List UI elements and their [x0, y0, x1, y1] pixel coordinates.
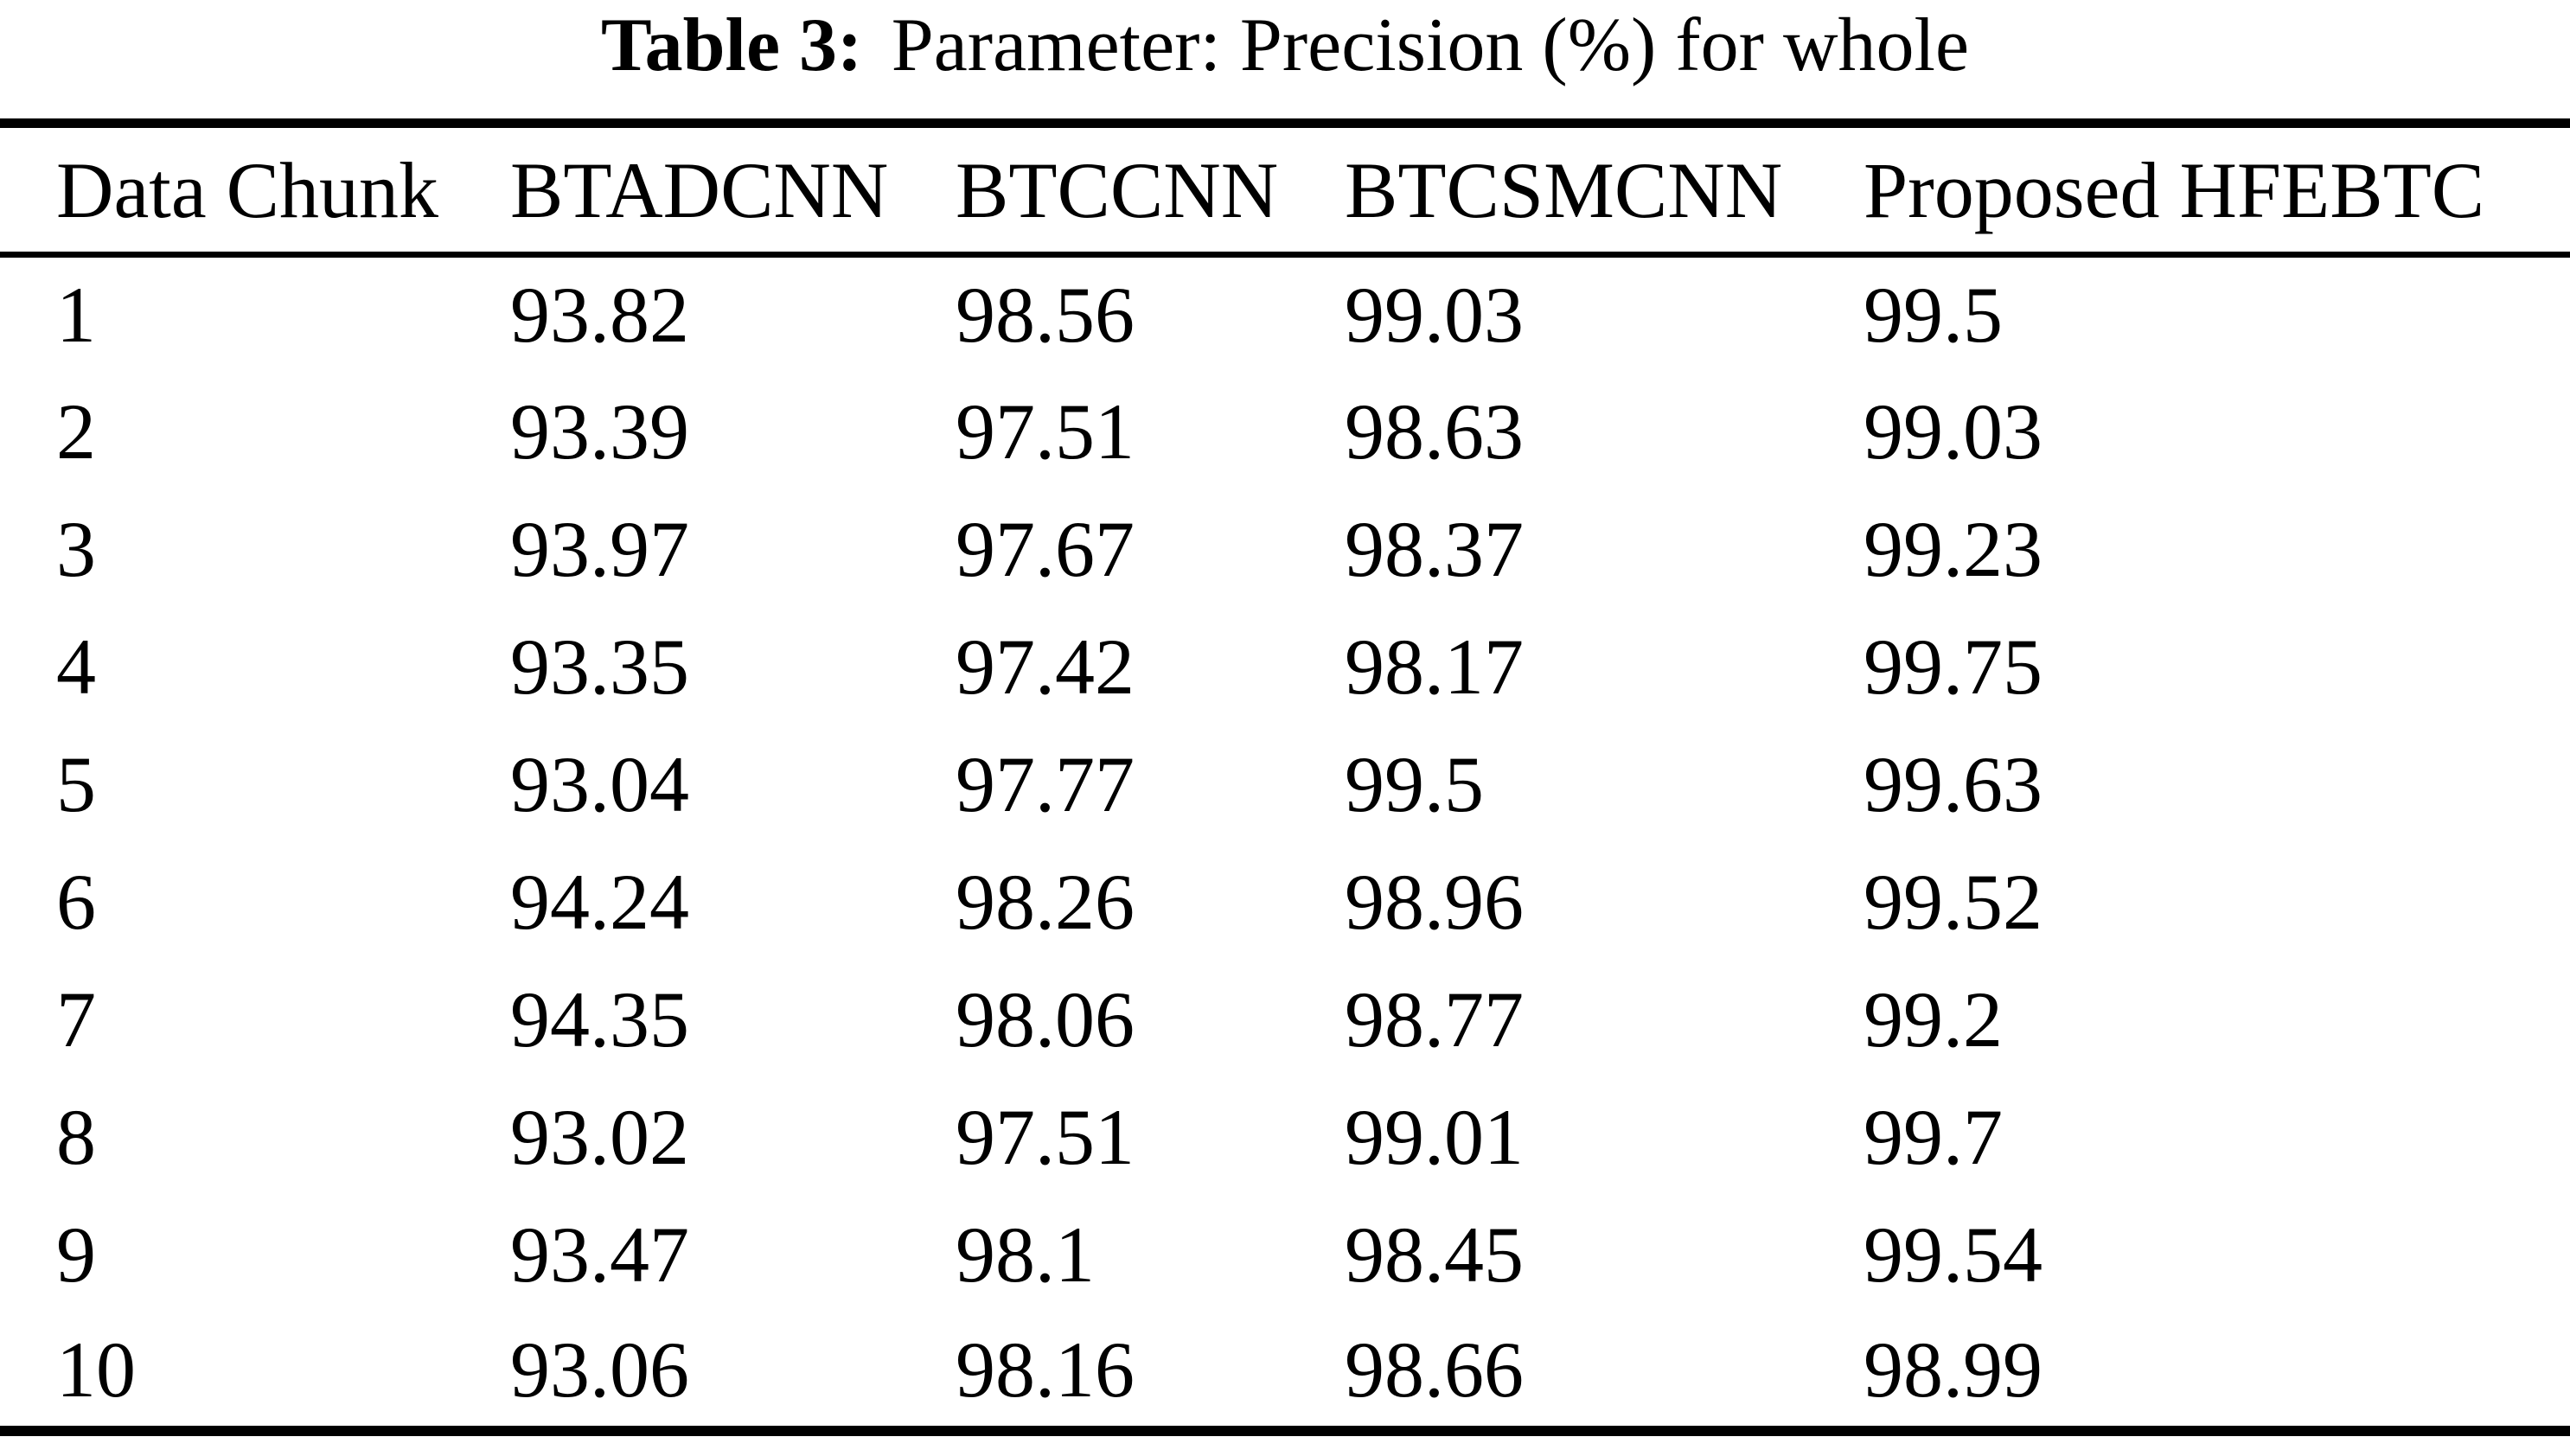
data-chunk-cell: 8 [56, 1092, 96, 1181]
precision-value-cell: 93.02 [510, 1092, 689, 1181]
precision-value-cell: 99.03 [1864, 386, 2043, 476]
table-row: 9 93.47 98.1 98.45 99.54 [0, 1196, 2570, 1313]
precision-value-cell: 99.52 [1864, 857, 2043, 946]
precision-value-cell: 98.1 [956, 1210, 1095, 1299]
precision-value-cell: 98.77 [1345, 974, 1524, 1063]
precision-value-cell: 93.06 [510, 1325, 689, 1414]
precision-value-cell: 98.17 [1345, 622, 1524, 711]
precision-value-cell: 93.47 [510, 1210, 689, 1299]
table-caption-text: Parameter: Precision (%) for whole [891, 3, 1970, 87]
precision-value-cell: 94.24 [510, 857, 689, 946]
precision-value-cell: 98.37 [1345, 504, 1524, 593]
column-header-data-chunk: Data Chunk [56, 145, 439, 234]
table-body: 1 93.82 98.56 99.03 99.5 2 93.39 97.51 98.63 99.0… [0, 255, 2570, 1431]
precision-value-cell: 98.99 [1864, 1325, 2043, 1414]
data-chunk-cell: 4 [56, 622, 96, 711]
table-row: 3 93.97 97.67 98.37 99.23 [0, 490, 2570, 608]
precision-value-cell: 93.35 [510, 622, 689, 711]
precision-value-cell: 98.96 [1345, 857, 1524, 946]
precision-value-cell: 98.06 [956, 974, 1135, 1063]
table-row: 1 93.82 98.56 99.03 99.5 [0, 255, 2570, 373]
precision-value-cell: 98.26 [956, 857, 1135, 946]
precision-value-cell: 99.2 [1864, 974, 2003, 1063]
precision-value-cell: 99.54 [1864, 1210, 2043, 1299]
header-row: Data Chunk BTADCNN BTCCNN BTCSMCNN Propo… [0, 124, 2570, 255]
precision-value-cell: 97.67 [956, 504, 1135, 593]
precision-value-cell: 97.51 [956, 1092, 1135, 1181]
precision-value-cell: 99.23 [1864, 504, 2043, 593]
precision-value-cell: 99.75 [1864, 622, 2043, 711]
data-chunk-cell: 10 [56, 1325, 136, 1414]
table-header: Data Chunk BTADCNN BTCCNN BTCSMCNN Propo… [0, 124, 2570, 255]
precision-value-cell: 93.97 [510, 504, 689, 593]
data-chunk-cell: 6 [56, 857, 96, 946]
precision-value-cell: 98.63 [1345, 386, 1524, 476]
precision-value-cell: 99.03 [1345, 271, 1524, 360]
table-row: 7 94.35 98.06 98.77 99.2 [0, 961, 2570, 1078]
precision-value-cell: 98.66 [1345, 1325, 1524, 1414]
table-row: 8 93.02 97.51 99.01 99.7 [0, 1078, 2570, 1196]
table-row: 2 93.39 97.51 98.63 99.03 [0, 373, 2570, 490]
precision-value-cell: 93.82 [510, 271, 689, 360]
precision-value-cell: 93.04 [510, 739, 689, 828]
precision-value-cell: 99.63 [1864, 739, 2043, 828]
column-header-btadcnn: BTADCNN [510, 145, 889, 234]
precision-table: Data Chunk BTADCNN BTCCNN BTCSMCNN Propo… [0, 118, 2570, 1436]
precision-value-cell: 97.77 [956, 739, 1135, 828]
data-chunk-cell: 5 [56, 739, 96, 828]
precision-value-cell: 99.7 [1864, 1092, 2003, 1181]
table-row: 10 93.06 98.16 98.66 98.99 [0, 1313, 2570, 1431]
precision-value-cell: 94.35 [510, 974, 689, 1063]
precision-value-cell: 98.45 [1345, 1210, 1524, 1299]
column-header-btccnn: BTCCNN [956, 145, 1279, 234]
precision-value-cell: 97.42 [956, 622, 1135, 711]
table-row: 6 94.24 98.26 98.96 99.52 [0, 843, 2570, 961]
precision-value-cell: 98.16 [956, 1325, 1135, 1414]
precision-value-cell: 99.5 [1345, 739, 1484, 828]
column-header-proposed-hfebtc: Proposed HFEBTC [1864, 145, 2485, 234]
data-chunk-cell: 9 [56, 1210, 96, 1299]
table-row: 5 93.04 97.77 99.5 99.63 [0, 725, 2570, 843]
precision-value-cell: 97.51 [956, 386, 1135, 476]
precision-value-cell: 99.01 [1345, 1092, 1524, 1181]
column-header-btcsmcnn: BTCSMCNN [1345, 145, 1783, 234]
data-chunk-cell: 1 [56, 271, 96, 360]
data-chunk-cell: 3 [56, 504, 96, 593]
table-caption-label: Table 3: [600, 3, 863, 87]
data-chunk-cell: 2 [56, 386, 96, 476]
table-caption: Table 3: Parameter: Precision (%) for who… [0, 0, 2570, 118]
data-chunk-cell: 7 [56, 974, 96, 1063]
precision-value-cell: 99.5 [1864, 271, 2003, 360]
table-row: 4 93.35 97.42 98.17 99.75 [0, 608, 2570, 725]
precision-value-cell: 93.39 [510, 386, 689, 476]
precision-value-cell: 98.56 [956, 271, 1135, 360]
